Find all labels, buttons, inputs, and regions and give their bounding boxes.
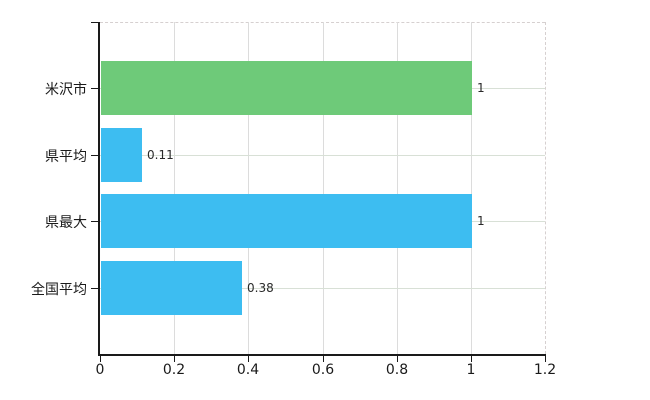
x-tick-label: 1.2 xyxy=(533,362,557,378)
value-label: 1 xyxy=(477,81,485,95)
x-axis xyxy=(98,354,546,356)
x-tick-label: 0.4 xyxy=(236,362,260,378)
bar xyxy=(101,61,472,115)
x-tick-label: 0 xyxy=(95,362,105,378)
x-tick-label: 0.8 xyxy=(385,362,409,378)
x-tick-label: 0.2 xyxy=(162,362,186,378)
plot-border-top xyxy=(100,22,545,23)
bar xyxy=(101,261,242,315)
x-axis-tick xyxy=(471,356,472,362)
y-axis-tick xyxy=(91,221,98,222)
category-label: 県平均 xyxy=(45,149,87,165)
x-tick-label: 1 xyxy=(466,362,476,378)
x-axis-tick xyxy=(248,356,249,362)
gridline xyxy=(471,22,472,354)
gridline xyxy=(397,22,398,354)
value-label: 0.11 xyxy=(147,148,174,162)
value-label: 0.38 xyxy=(247,281,274,295)
plot-border-right xyxy=(545,22,546,354)
x-axis-tick xyxy=(545,356,546,362)
y-axis-tick xyxy=(91,288,98,289)
x-axis-tick xyxy=(323,356,324,362)
category-label: 米沢市 xyxy=(45,82,87,98)
gridline xyxy=(323,22,324,354)
x-axis-tick xyxy=(100,356,101,362)
y-axis-tick xyxy=(91,155,98,156)
x-tick-label: 0.6 xyxy=(311,362,335,378)
bar xyxy=(101,194,472,248)
y-axis xyxy=(98,22,100,356)
y-axis-tick xyxy=(91,22,98,23)
gridline xyxy=(248,22,249,354)
y-axis-tick xyxy=(91,88,98,89)
bar xyxy=(101,128,142,182)
gridline xyxy=(174,22,175,354)
x-axis-tick xyxy=(397,356,398,362)
category-label: 県最大 xyxy=(45,215,87,231)
x-axis-tick xyxy=(174,356,175,362)
value-label: 1 xyxy=(477,214,485,228)
gridline xyxy=(100,288,545,289)
gridline xyxy=(100,155,545,156)
category-label: 全国平均 xyxy=(31,282,87,298)
